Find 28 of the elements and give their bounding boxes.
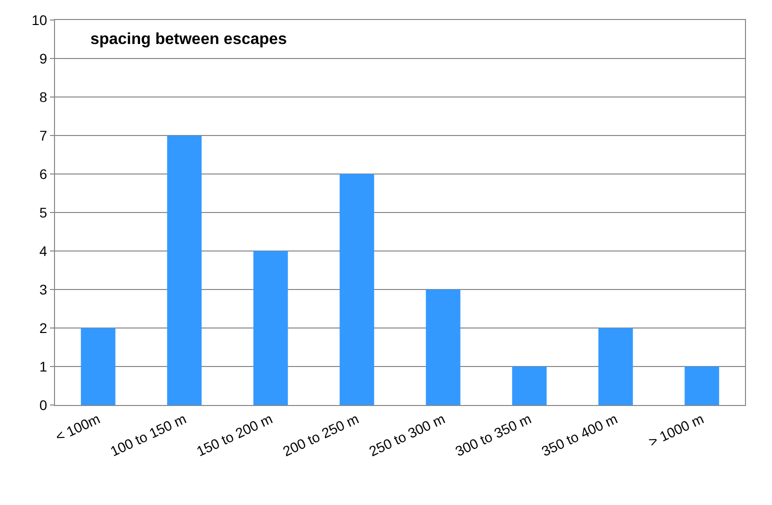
x-tick-label: 300 to 350 m [452, 410, 534, 460]
y-tick-label: 5 [39, 204, 48, 220]
x-tick-label: 250 to 300 m [366, 410, 448, 460]
bar [80, 328, 116, 405]
bar [512, 366, 547, 405]
x-tick-label: 350 to 400 m [539, 410, 620, 460]
y-tick-label: 1 [39, 358, 48, 374]
text: spacing between escapes [90, 31, 287, 48]
y-tick-label: 10 [32, 12, 48, 28]
y-tick-label: 3 [39, 281, 48, 298]
x-tick-label: > 1000 m [646, 410, 706, 450]
bar [684, 366, 720, 405]
y-tick-label: 9 [39, 50, 48, 66]
y-tick-label: 6 [39, 166, 48, 182]
y-tick-label: 4 [39, 242, 48, 259]
x-tick-label: 200 to 250 m [280, 410, 362, 460]
x-tick-label: 100 to 150 m [108, 410, 189, 460]
bar [598, 328, 633, 405]
x-tick-label: < 100m [52, 410, 102, 445]
y-tick-label: 8 [39, 88, 48, 105]
bar [253, 251, 288, 405]
y-tick-label: 7 [39, 127, 48, 144]
bar [426, 290, 460, 405]
x-tick-label: 150 to 200 m [194, 410, 275, 460]
bar [167, 136, 202, 405]
y-tick-label: 0 [39, 396, 48, 413]
bar [340, 174, 374, 405]
y-tick-label: 2 [39, 320, 48, 336]
